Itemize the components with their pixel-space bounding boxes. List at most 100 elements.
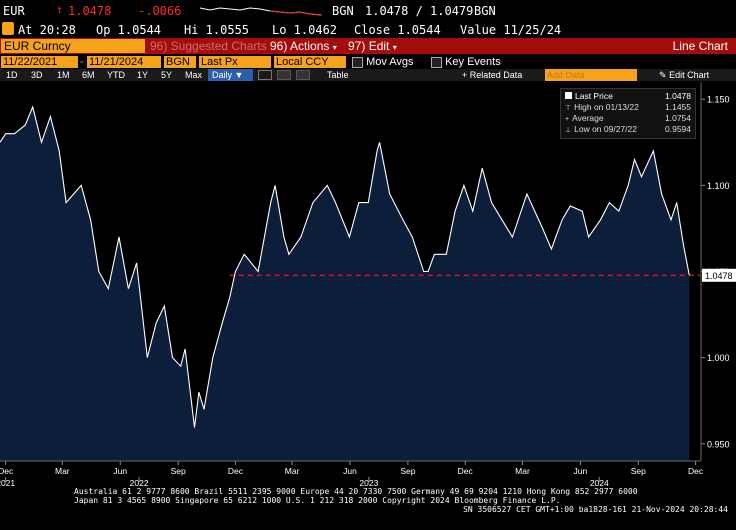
key-events-toggle[interactable]: Key Events [431, 55, 501, 69]
y-tick-label: 1.100 [707, 181, 730, 191]
mov-avgs-toggle[interactable]: Mov Avgs [352, 55, 414, 69]
edit-menu[interactable]: 97) Edit ▾ [348, 38, 397, 56]
last-price-tag-label: 1.0478 [705, 271, 733, 281]
key-events-label: Key Events [445, 56, 501, 68]
plot-area [0, 105, 700, 461]
security-field[interactable]: EUR Curncy [1, 39, 145, 53]
x-tick-label: Jun [113, 466, 127, 476]
ask-source: BGN [474, 4, 496, 18]
price-area [0, 107, 690, 461]
period-button-1d[interactable]: 1D [6, 70, 18, 80]
x-tick-label: Jun [343, 466, 357, 476]
legend-row-high: ⊤ High on 01/13/22 1.1455 [565, 102, 691, 114]
x-tick-label: Sep [631, 466, 646, 476]
period-button-max[interactable]: Max [185, 70, 203, 80]
bid-source: BGN [332, 4, 354, 18]
x-axis: Dec Mar Jun Sep Dec Mar Jun Sep Dec Mar Jun Sep Dec 2… [0, 460, 704, 488]
stat-low: Lo 1.0462 [272, 23, 338, 37]
x-tick-label: Jun [574, 466, 588, 476]
period-button-6m[interactable]: 6M [82, 70, 95, 80]
start-date-field[interactable]: 11/22/2021 [1, 56, 78, 68]
x-tick-label: Mar [285, 466, 300, 476]
edit-dropdown-icon: ▾ [392, 43, 397, 52]
end-date-field[interactable]: 11/21/2024 [87, 56, 161, 68]
footer-session: SN 3506527 CET GMT+1:00 ba1828-161 21-No… [463, 505, 728, 514]
candle-chart-mode-icon[interactable] [296, 70, 310, 80]
period-button-1y[interactable]: 1Y [137, 70, 149, 80]
legend-row-last-price: Last Price 1.0478 [565, 91, 691, 102]
period-button-5y[interactable]: 5Y [161, 70, 173, 80]
timer-icon[interactable] [2, 22, 14, 35]
x-tick-label: Dec [688, 466, 704, 476]
line-chart-mode-icon[interactable] [258, 70, 272, 80]
chart-legend: Last Price 1.0478 ⊤ High on 01/13/22 1.14… [560, 88, 696, 139]
price-line [0, 105, 690, 428]
x-tick-label: Mar [55, 466, 70, 476]
period-button-ytd[interactable]: YTD [107, 70, 125, 80]
net-change: -.0066 [138, 4, 182, 18]
actions-dropdown-icon: ▾ [332, 43, 337, 52]
x-tick-label: Sep [171, 466, 186, 476]
bid-ask: 1.0478 / 1.0479 [365, 4, 474, 18]
legend-label: High on 01/13/22 [574, 102, 639, 112]
date-range-separator-icon: - [80, 56, 84, 68]
legend-value: 1.0754 [665, 113, 691, 123]
suggested-charts-button[interactable]: 96) Suggested Charts [150, 39, 267, 53]
period-toolbar: 1D 3D 1M 6M YTD 1Y 5Y Max Daily ▼ Table … [0, 69, 736, 81]
legend-label: Average [572, 113, 604, 123]
tick-up-arrow-icon: ↑ [56, 3, 63, 16]
menu-bar: EUR Curncy 96) Suggested Charts 96) Acti… [0, 38, 736, 54]
x-tick-label: Dec [228, 466, 244, 476]
last-price-swatch-icon [565, 92, 572, 99]
legend-value: 1.1455 [665, 102, 691, 112]
edit-chart-button[interactable]: ✎ Edit Chart [659, 69, 709, 81]
y-tick-label: 1.150 [707, 95, 730, 105]
year-label: 2024 [590, 478, 609, 488]
bar-chart-mode-icon[interactable] [277, 70, 291, 80]
last-price-tag [702, 268, 736, 282]
period-button-3d[interactable]: 3D [31, 70, 43, 80]
legend-label: Low on 09/27/22 [574, 124, 637, 134]
low-marker-icon: ⊥ [565, 127, 572, 134]
edit-chart-label: Edit Chart [669, 70, 710, 80]
actions-menu-label: Actions [290, 39, 330, 53]
high-marker-icon: ⊤ [565, 105, 572, 112]
legend-row-low: ⊥ Low on 09/27/22 0.9594 [565, 124, 691, 136]
stat-value: Value 11/25/24 [460, 23, 562, 37]
ticker-symbol: EUR [3, 4, 25, 18]
edit-menu-number: 97) [348, 39, 366, 53]
last-price: 1.0478 [68, 4, 112, 18]
y-tick-label: 1.000 [707, 353, 730, 363]
source-field[interactable]: BGN [164, 56, 196, 68]
table-button[interactable]: Table [327, 70, 349, 80]
legend-value: 1.0478 [665, 91, 691, 101]
year-label: 2021 [0, 478, 15, 488]
y-tick-label: 0.950 [707, 439, 730, 449]
stat-open: Op 1.0544 [96, 23, 162, 37]
frequency-select[interactable]: Daily ▼ [208, 69, 253, 81]
frequency-dropdown-icon: ▼ [234, 70, 244, 80]
legend-value: 0.9594 [665, 124, 691, 134]
intraday-sparkline [200, 7, 322, 16]
add-data-input[interactable]: Add Data [545, 69, 637, 81]
price-field-select[interactable]: Last Px [199, 56, 271, 68]
x-tick-label: Mar [515, 466, 530, 476]
edit-menu-label: Edit [368, 39, 390, 53]
currency-select[interactable]: Local CCY [274, 56, 346, 68]
footer-contacts-2: Japan 81 3 4565 8900 Singapore 65 6212 1… [74, 496, 561, 505]
average-marker-icon: + [565, 116, 570, 123]
period-button-1m[interactable]: 1M [57, 70, 70, 80]
footer-contacts-1: Australia 61 2 9777 8600 Brazil 5511 239… [74, 487, 638, 496]
actions-menu[interactable]: 96) Actions ▾ [270, 38, 337, 56]
edit-chart-pencil-icon: ✎ [659, 70, 667, 80]
year-label: 2022 [130, 478, 149, 488]
range-toolbar: 11/22/2021 - 11/21/2024 BGN Last Px Loca… [0, 55, 736, 69]
x-tick-label: Dec [0, 466, 14, 476]
x-tick-label: Sep [400, 466, 415, 476]
mov-avgs-checkbox-icon [352, 56, 363, 68]
actions-menu-number: 96) [270, 39, 288, 53]
related-data-button[interactable]: + Related Data [462, 70, 523, 80]
chart-type-label: Line Chart [672, 39, 728, 53]
